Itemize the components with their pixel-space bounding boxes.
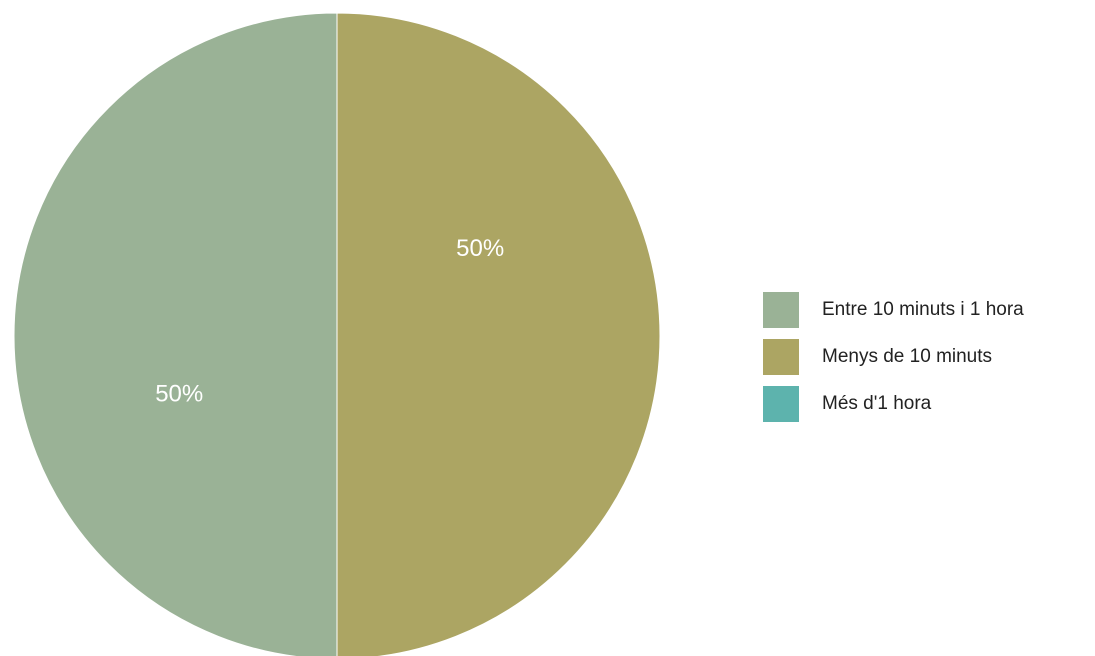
legend-label: Més d'1 hora <box>822 393 932 414</box>
pie-slice-labels: 50% 50% <box>155 235 504 407</box>
legend-label: Entre 10 minuts i 1 hora <box>822 299 1024 320</box>
legend-swatch <box>763 339 799 375</box>
legend-item-menys-de-10-minuts[interactable]: Menys de 10 minuts <box>763 339 1024 375</box>
legend-swatch <box>763 292 799 328</box>
legend-item-entre-10-minuts-i-1-hora[interactable]: Entre 10 minuts i 1 hora <box>763 292 1024 328</box>
legend: Entre 10 minuts i 1 hora Menys de 10 min… <box>763 292 1024 433</box>
legend-swatch <box>763 386 799 422</box>
pie-slice-entre-10-minuts-i-1-hora[interactable] <box>13 12 338 656</box>
pie-slice-label-entre-10-minuts-i-1-hora: 50% <box>155 381 203 408</box>
pie-slices <box>13 12 661 656</box>
legend-label: Menys de 10 minuts <box>822 346 993 367</box>
legend-item-mes-d1-hora[interactable]: Més d'1 hora <box>763 386 1024 422</box>
pie-slice-menys-de-10-minuts[interactable] <box>336 12 661 656</box>
pie-slice-label-menys-de-10-minuts: 50% <box>456 235 504 262</box>
